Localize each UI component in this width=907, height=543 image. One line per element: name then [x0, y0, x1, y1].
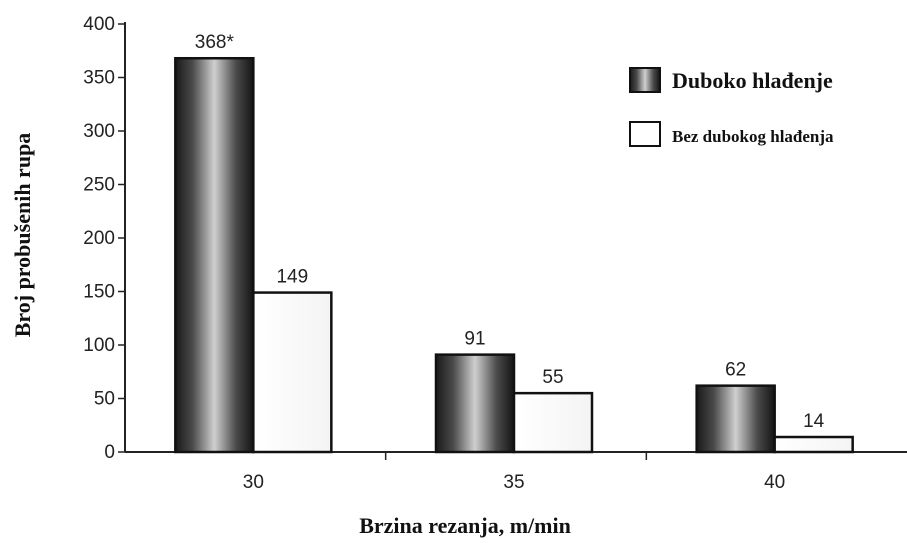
- bar-value-label: 368*: [195, 32, 235, 53]
- x-tick-label: 30: [243, 472, 264, 493]
- y-axis-title: Broj probušenih rupa: [10, 133, 35, 338]
- y-tick-label: 150: [83, 282, 115, 303]
- bar-value-label: 62: [725, 360, 746, 381]
- y-tick-label: 50: [94, 389, 115, 410]
- legend-label: Bez dubokog hlađenja: [672, 127, 834, 146]
- bar-duboko-hladjenje: [695, 384, 776, 454]
- bar-bez-dubokog-hladjenja: [512, 391, 594, 454]
- bar-bez-dubokog-hladjenja: [252, 291, 333, 454]
- legend-swatch-bez-dubokog-hladjenja: [629, 121, 661, 147]
- x-tick-label: 35: [503, 472, 524, 493]
- legend-label: Duboko hlađenje: [672, 68, 833, 93]
- bar-bez-dubokog-hladjenja: [773, 435, 854, 454]
- y-tick-label: 400: [83, 14, 115, 35]
- bar-value-label: 91: [464, 329, 485, 350]
- x-tick-label: 40: [764, 472, 785, 493]
- y-tick-label: 250: [83, 175, 115, 196]
- x-axis-title: Brzina rezanja, m/min: [359, 513, 571, 538]
- y-tick-label: 200: [83, 228, 115, 249]
- bar-value-label: 55: [542, 367, 563, 388]
- legend-swatch-duboko-hladjenje: [629, 67, 661, 93]
- y-tick-label: 350: [83, 68, 115, 89]
- bar-value-label: 149: [276, 267, 308, 288]
- bar-value-label: 14: [803, 411, 825, 432]
- bar-duboko-hladjenje: [174, 56, 255, 454]
- y-tick-label: 100: [83, 335, 115, 356]
- y-tick-label: 300: [83, 121, 115, 142]
- y-tick-label: 0: [104, 442, 115, 463]
- bar-duboko-hladjenje: [434, 353, 516, 454]
